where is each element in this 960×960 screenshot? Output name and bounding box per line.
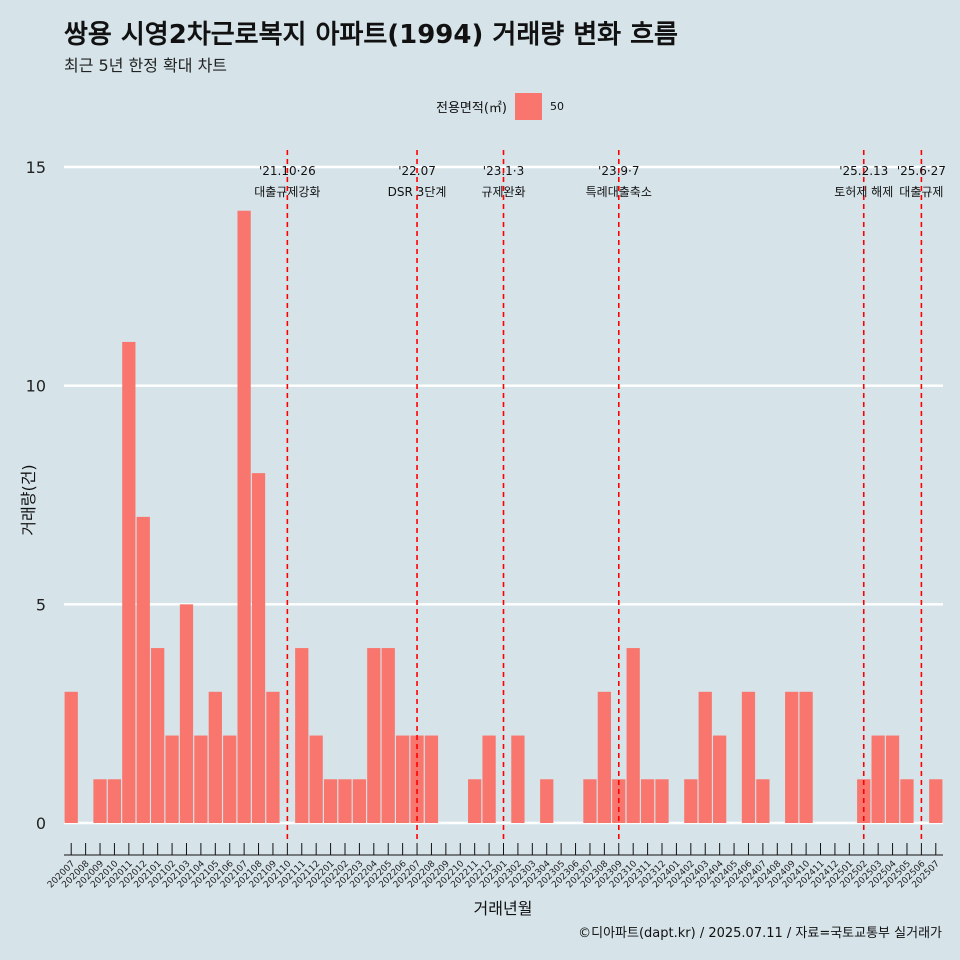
annotation-date: '21.10·26 bbox=[259, 164, 316, 178]
bar bbox=[136, 516, 150, 823]
chart-subtitle: 최근 5년 한정 확대 차트 bbox=[64, 56, 228, 75]
annotation-date: '22.07 bbox=[398, 164, 436, 178]
y-tick-label: 5 bbox=[36, 595, 46, 614]
annotation-label: DSR 3단계 bbox=[388, 185, 447, 199]
y-axis-title: 거래량(건) bbox=[19, 464, 38, 535]
legend-label: 50 bbox=[549, 100, 564, 113]
chart-title: 쌍용 시영2차근로복지 아파트(1994) 거래량 변화 흐름 bbox=[64, 20, 678, 50]
bar bbox=[237, 210, 251, 823]
bar bbox=[251, 473, 266, 823]
bar bbox=[424, 735, 439, 823]
y-tick-label: 15 bbox=[26, 158, 46, 177]
bar bbox=[223, 735, 237, 823]
bar bbox=[540, 779, 554, 823]
bar bbox=[122, 341, 136, 823]
bar bbox=[266, 691, 280, 823]
bar bbox=[511, 735, 525, 823]
bar bbox=[900, 779, 914, 823]
bar bbox=[929, 779, 943, 823]
bar bbox=[626, 648, 640, 823]
caption: ©디아파트(dapt.kr) / 2025.07.11 / 자료=국토교통부 실… bbox=[578, 926, 942, 941]
bar bbox=[799, 691, 813, 823]
annotation-date: '25.2.13 bbox=[839, 164, 888, 178]
annotation-date: '23.9·7 bbox=[598, 164, 639, 178]
annotation-label: 대출규제 bbox=[899, 185, 943, 199]
bar bbox=[151, 648, 165, 823]
bar bbox=[179, 604, 194, 823]
y-tick-label: 10 bbox=[26, 377, 46, 396]
bar bbox=[295, 648, 309, 823]
x-axis-title: 거래년월 bbox=[474, 899, 533, 918]
annotation-label: 토허제 해제 bbox=[834, 185, 893, 199]
bar bbox=[698, 691, 712, 823]
bar bbox=[583, 779, 597, 823]
annotation-label: 규제완화 bbox=[481, 185, 525, 199]
bar bbox=[367, 648, 381, 823]
bar bbox=[410, 735, 424, 823]
bar bbox=[871, 735, 885, 823]
bar bbox=[93, 779, 107, 823]
bar bbox=[468, 779, 482, 823]
bar bbox=[713, 735, 727, 823]
annotation-label: 특례대출축소 bbox=[586, 185, 652, 199]
bar bbox=[352, 779, 367, 823]
bar bbox=[338, 779, 352, 823]
bar bbox=[381, 648, 395, 823]
bar bbox=[107, 779, 122, 823]
annotation-date: '25.6·27 bbox=[897, 164, 946, 178]
annotation-date: '23.1·3 bbox=[483, 164, 524, 178]
bar bbox=[396, 735, 410, 823]
legend: 전용면적(㎡) 50 bbox=[436, 93, 564, 120]
bar bbox=[640, 779, 655, 823]
bar bbox=[323, 779, 338, 823]
annotation-label: 대출규제강화 bbox=[254, 185, 320, 199]
bar bbox=[64, 691, 78, 823]
bar bbox=[885, 735, 900, 823]
legend-key bbox=[514, 93, 542, 120]
bar bbox=[482, 735, 496, 823]
bar bbox=[208, 691, 222, 823]
bar bbox=[597, 691, 611, 823]
bar bbox=[165, 735, 179, 823]
bar bbox=[309, 735, 323, 823]
bar bbox=[741, 691, 756, 823]
bar bbox=[756, 779, 770, 823]
bar bbox=[194, 735, 208, 823]
y-tick-label: 0 bbox=[36, 814, 46, 833]
bar bbox=[684, 779, 698, 823]
bar bbox=[785, 691, 799, 823]
bar bbox=[655, 779, 669, 823]
legend-title: 전용면적(㎡) bbox=[436, 101, 507, 116]
